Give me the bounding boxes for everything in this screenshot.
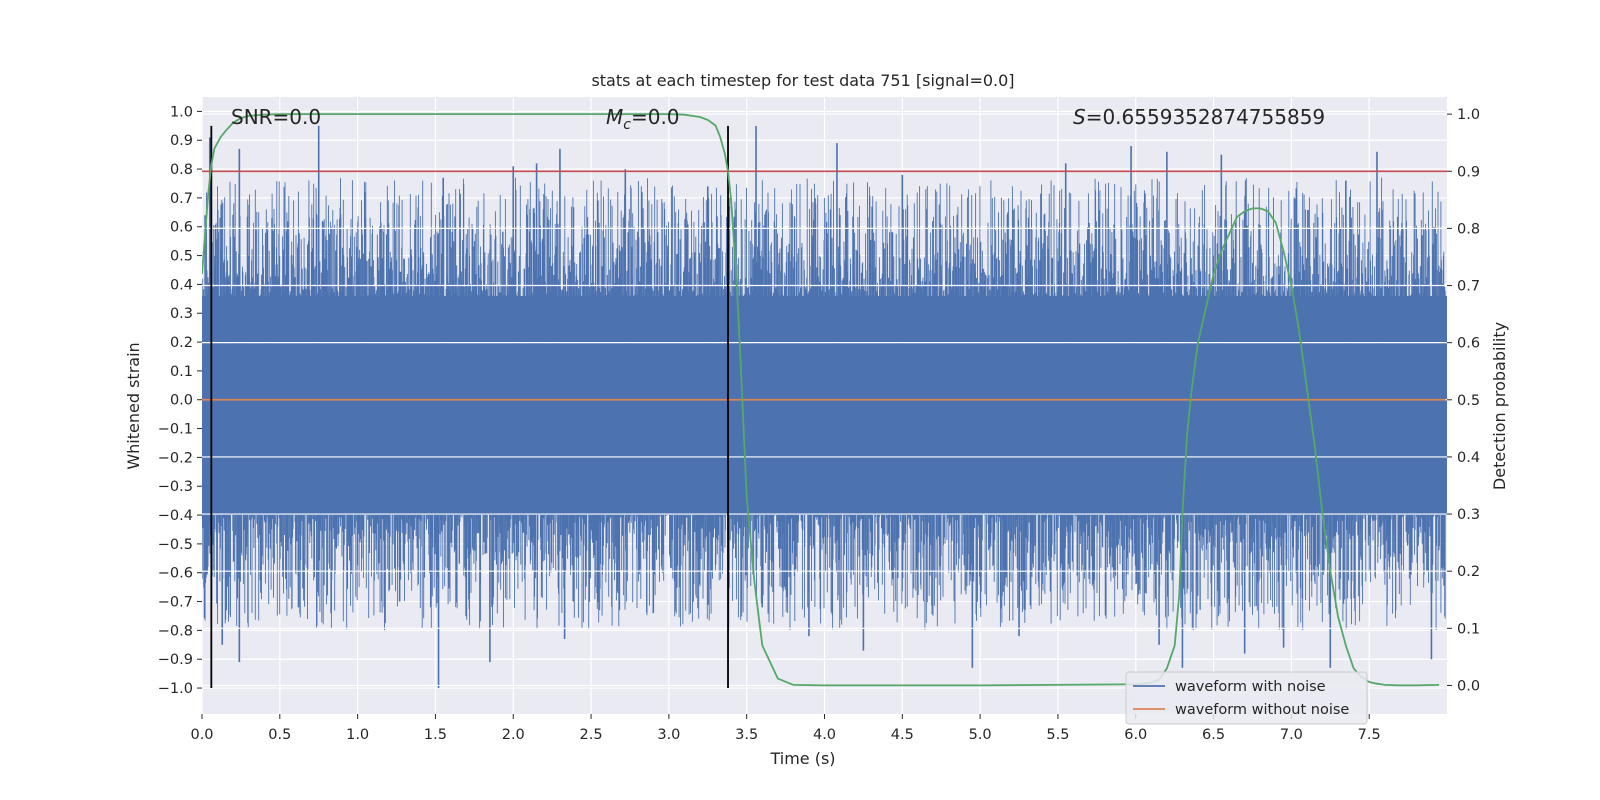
y-tick-label-right: 0.2 (1457, 564, 1480, 580)
mc-annotation: Mc=0.0 (606, 105, 680, 133)
y-tick-label-left: −0.4 (158, 508, 193, 524)
legend-label: waveform without noise (1175, 702, 1349, 718)
x-tick-label: 1.0 (346, 727, 369, 743)
s-annotation: S=0.6559352874755859 (1073, 105, 1325, 129)
y-tick-label-right: 0.5 (1457, 393, 1480, 409)
y-tick-label-left: −0.6 (158, 566, 193, 582)
y-tick-label-right: 0.1 (1457, 621, 1480, 637)
y-axis-label-left: Whitened strain (124, 342, 143, 469)
mc-symbol: M (606, 105, 623, 129)
s-value: =0.6559352874755859 (1086, 105, 1325, 129)
y-tick-label-right: 0.0 (1457, 678, 1480, 694)
y-tick-label-left: −0.5 (158, 537, 193, 553)
x-tick-label: 2.0 (502, 727, 525, 743)
y-tick-label-right: 0.8 (1457, 221, 1480, 237)
legend-label: waveform with noise (1175, 679, 1326, 695)
y-tick-label-left: 0.6 (170, 220, 193, 236)
y-tick-label-right: 0.4 (1457, 450, 1480, 466)
y-tick-label-left: −0.3 (158, 479, 193, 495)
x-tick-label: 3.0 (657, 727, 680, 743)
x-tick-label: 4.0 (813, 727, 836, 743)
x-tick-label: 7.0 (1280, 727, 1303, 743)
noise-trace (202, 177, 1446, 631)
chart-title: stats at each timestep for test data 751… (591, 71, 1014, 90)
data-layer (202, 113, 1447, 689)
y-tick-label-left: 0.7 (170, 191, 193, 207)
y-tick-label-right: 0.3 (1457, 507, 1480, 523)
mc-value: =0.0 (631, 105, 680, 129)
y-tick-label-left: −0.2 (158, 450, 193, 466)
y-tick-label-left: 0.4 (170, 277, 193, 293)
x-tick-label: 3.5 (735, 727, 758, 743)
x-tick-label: 5.0 (969, 727, 992, 743)
x-tick-label: 6.5 (1202, 727, 1225, 743)
y-tick-label-left: 0.1 (170, 364, 193, 380)
y-tick-label-right: 0.7 (1457, 279, 1480, 295)
x-tick-label: 2.5 (580, 727, 603, 743)
x-axis-label: Time (s) (769, 749, 835, 768)
y-tick-label-right: 1.0 (1457, 107, 1480, 123)
x-tick-label: 0.5 (268, 727, 291, 743)
y-tick-label-left: −0.1 (158, 422, 193, 438)
x-tick-label: 1.5 (424, 727, 447, 743)
x-tick-label: 6.0 (1124, 727, 1147, 743)
snr-annotation: SNR=0.0 (231, 105, 321, 129)
legend-box (1125, 671, 1368, 725)
y-tick-label-left: −0.9 (158, 652, 193, 668)
y-tick-label-left: 0.9 (170, 133, 193, 149)
mc-subscript: c (623, 117, 631, 133)
y-tick-label-left: 0.8 (170, 162, 193, 178)
y-tick-label-right: 0.6 (1457, 336, 1480, 352)
y-tick-label-left: 0.0 (170, 393, 193, 409)
plot-area (201, 97, 1447, 714)
x-tick-label: 5.5 (1046, 727, 1069, 743)
x-tick-label: 4.5 (891, 727, 914, 743)
y-axis-label-right: Detection probability (1490, 322, 1509, 490)
y-tick-label-left: 0.3 (170, 306, 193, 322)
legend: waveform with noise waveform without nois… (1125, 671, 1368, 725)
y-tick-label-left: −1.0 (158, 681, 193, 697)
y-tick-label-left: 0.2 (170, 335, 193, 351)
y-tick-label-left: 1.0 (170, 104, 193, 120)
x-tick-label: 0.0 (190, 727, 213, 743)
y-tick-label-left: 0.5 (170, 249, 193, 265)
y-tick-label-right: 0.9 (1457, 164, 1480, 180)
x-tick-label: 7.5 (1358, 727, 1381, 743)
s-symbol: S (1073, 105, 1086, 129)
y-tick-label-left: −0.7 (158, 595, 193, 611)
y-tick-label-left: −0.8 (158, 623, 193, 639)
